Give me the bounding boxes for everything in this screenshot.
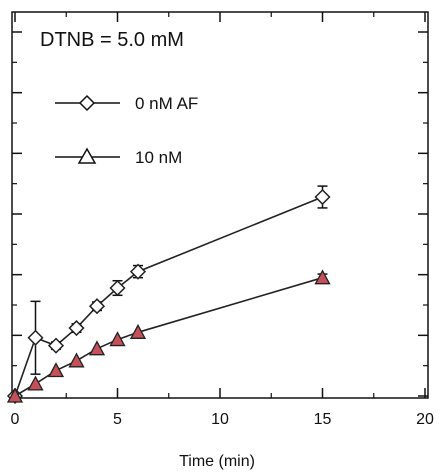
legend: 0 nM AF 10 nM bbox=[55, 94, 198, 167]
data-point-triangle bbox=[109, 331, 126, 347]
legend-label-10-nm: 10 nM bbox=[135, 148, 182, 167]
data-point-diamond bbox=[314, 188, 331, 206]
data-point-triangle bbox=[88, 340, 106, 356]
series-layer bbox=[6, 185, 331, 405]
legend-label-0-nm-af: 0 nM AF bbox=[135, 94, 198, 113]
legend-diamond-icon bbox=[78, 94, 96, 112]
x-axis-title: Time (min) bbox=[179, 453, 255, 470]
data-point-diamond bbox=[129, 263, 147, 280]
plot-frame bbox=[11, 11, 429, 399]
chart-title: DTNB = 5.0 mM bbox=[40, 29, 184, 51]
x-tick-label-5: 5 bbox=[113, 411, 122, 428]
data-point-triangle bbox=[6, 387, 24, 403]
data-point-triangle bbox=[314, 269, 331, 285]
series-0 bbox=[6, 185, 331, 405]
data-point-diamond bbox=[47, 337, 65, 354]
x-tick-label-0: 0 bbox=[11, 411, 20, 428]
data-point-triangle bbox=[68, 352, 85, 368]
data-point-triangle bbox=[129, 323, 147, 339]
data-point-diamond bbox=[109, 279, 126, 297]
data-point-diamond bbox=[27, 329, 44, 346]
data-point-triangle bbox=[47, 362, 65, 378]
data-point-triangle bbox=[27, 375, 44, 391]
series-line bbox=[14, 196, 323, 397]
x-tick-label-15: 15 bbox=[314, 411, 332, 428]
data-point-diamond bbox=[68, 319, 85, 337]
series-line bbox=[14, 276, 323, 397]
legend-triangle-icon bbox=[77, 147, 97, 164]
series-1 bbox=[6, 269, 331, 403]
x-tick-label-10: 10 bbox=[211, 411, 229, 428]
x-tick-label-20: 20 bbox=[416, 411, 434, 428]
data-point-diamond bbox=[88, 298, 106, 315]
